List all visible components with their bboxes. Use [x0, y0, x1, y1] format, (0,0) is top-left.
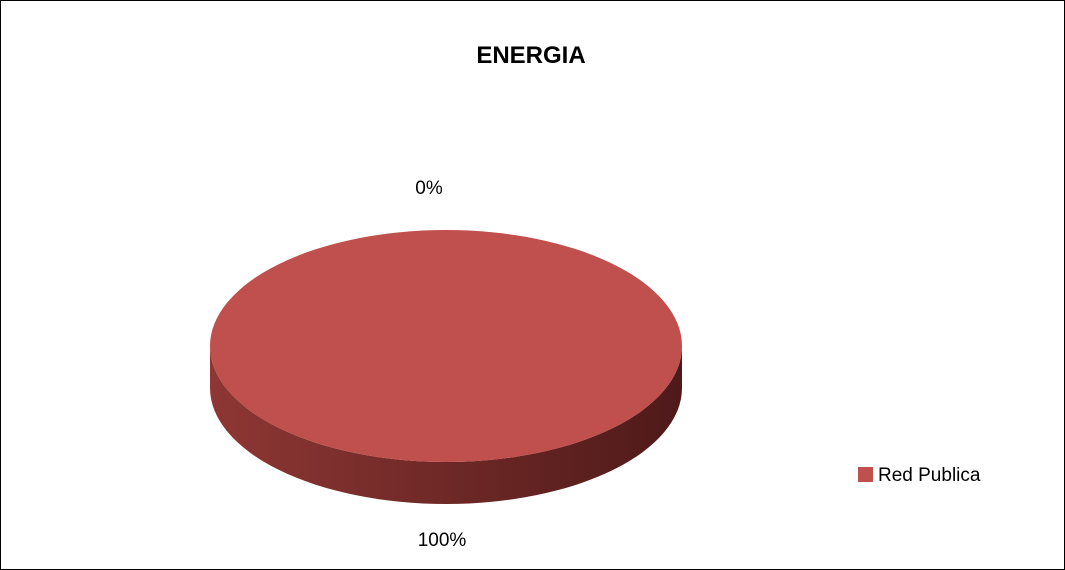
- pie-slice-side-red-publica: [210, 346, 682, 504]
- data-label-otro: 0%: [415, 178, 443, 199]
- data-label-red-publica: 100%: [418, 530, 467, 551]
- chart-title: ENERGIA: [476, 42, 585, 69]
- legend: Red Publica: [858, 465, 981, 486]
- pie-slices: [210, 230, 682, 504]
- legend-swatch: [858, 467, 873, 482]
- pie-slice-red-publica: [210, 230, 682, 462]
- data-labels: 0% 100%: [415, 178, 466, 551]
- legend-label: Red Publica: [878, 465, 981, 486]
